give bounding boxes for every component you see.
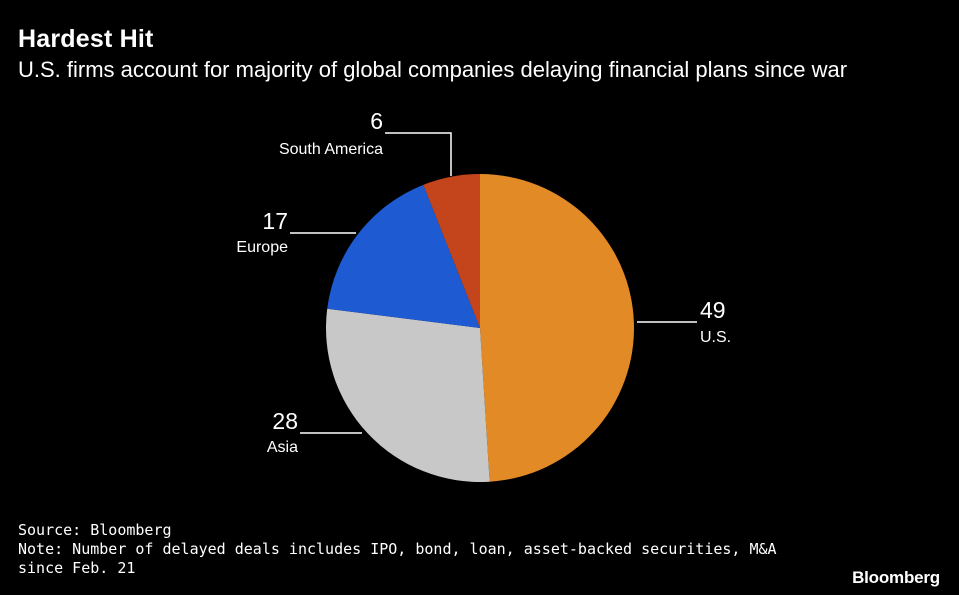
value-label-u-s: 49 bbox=[700, 297, 726, 323]
chart-title: Hardest Hit bbox=[18, 25, 154, 53]
category-label-europe: Europe bbox=[236, 239, 288, 256]
category-label-asia: Asia bbox=[267, 439, 298, 456]
chart-subtitle: U.S. firms account for majority of globa… bbox=[18, 57, 848, 82]
deal-note: Note: Number of delayed deals includes I… bbox=[18, 540, 777, 577]
value-label-europe: 17 bbox=[262, 208, 288, 234]
pie-slice-south-america bbox=[423, 174, 480, 328]
pie-slice-europe bbox=[327, 184, 480, 328]
bloomberg-logo: Bloomberg bbox=[852, 568, 940, 587]
category-label-u-s: U.S. bbox=[700, 329, 731, 346]
category-label-south-america: South America bbox=[279, 141, 383, 158]
source-note: Source: Bloomberg bbox=[18, 521, 172, 539]
leader-line-south-america bbox=[385, 132, 452, 176]
value-label-south-america: 6 bbox=[370, 108, 383, 134]
pie-slice-u-s bbox=[480, 174, 634, 482]
chart-footer: Source: Bloomberg Note: Number of delaye… bbox=[18, 521, 818, 578]
pie-slice-asia bbox=[326, 308, 490, 482]
value-label-asia: 28 bbox=[272, 408, 298, 434]
